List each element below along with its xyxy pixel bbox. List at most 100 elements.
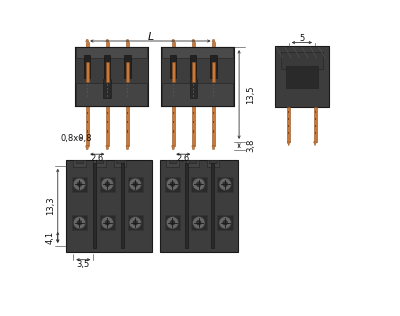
Bar	[104, 55, 110, 78]
Circle shape	[170, 182, 175, 186]
Circle shape	[196, 221, 201, 225]
Bar	[96, 160, 104, 163]
Bar	[212, 42, 215, 47]
Polygon shape	[126, 146, 129, 149]
Bar	[314, 118, 316, 120]
Bar	[193, 91, 194, 93]
Text: 2,6: 2,6	[177, 154, 190, 163]
Bar	[173, 84, 174, 86]
Bar	[86, 62, 89, 82]
Bar	[116, 160, 124, 163]
Bar	[100, 177, 115, 192]
Bar	[314, 132, 316, 134]
Bar	[287, 107, 290, 142]
Bar	[127, 130, 128, 133]
Text: 13,3: 13,3	[46, 197, 55, 215]
Bar	[160, 160, 238, 252]
Bar	[87, 121, 88, 123]
Circle shape	[129, 178, 142, 190]
Bar	[218, 215, 233, 230]
Bar	[166, 160, 179, 167]
Circle shape	[219, 216, 231, 229]
Bar	[172, 62, 175, 82]
Circle shape	[73, 178, 86, 190]
Polygon shape	[172, 146, 175, 149]
Bar	[189, 160, 196, 163]
Bar	[172, 106, 175, 146]
Polygon shape	[192, 40, 195, 42]
Bar	[107, 95, 108, 97]
Bar	[127, 121, 128, 123]
Circle shape	[219, 178, 231, 190]
Bar	[86, 42, 89, 47]
Bar	[193, 84, 194, 86]
Circle shape	[101, 216, 114, 229]
Polygon shape	[172, 40, 175, 42]
Bar	[165, 215, 180, 230]
Bar	[192, 106, 195, 146]
Bar	[212, 106, 215, 146]
Bar	[124, 55, 130, 78]
Bar	[275, 46, 329, 107]
Bar	[87, 95, 88, 97]
Circle shape	[166, 216, 179, 229]
Text: 2,6: 2,6	[91, 154, 104, 163]
Bar	[76, 160, 83, 163]
Bar	[288, 111, 289, 113]
Bar	[193, 130, 194, 133]
Bar	[213, 130, 214, 133]
Circle shape	[105, 182, 110, 186]
Circle shape	[223, 182, 228, 186]
Bar	[190, 55, 196, 78]
Bar	[72, 215, 87, 230]
Bar	[213, 91, 214, 93]
Bar	[314, 125, 316, 127]
Bar	[126, 42, 129, 47]
Bar	[127, 88, 128, 89]
Circle shape	[193, 216, 205, 229]
Polygon shape	[212, 146, 215, 149]
Bar	[107, 130, 108, 133]
Circle shape	[73, 216, 86, 229]
Bar	[173, 112, 174, 114]
Bar	[120, 163, 124, 248]
Bar	[213, 112, 214, 114]
Bar	[127, 84, 128, 86]
Circle shape	[105, 221, 110, 225]
Bar	[209, 160, 217, 163]
Bar	[107, 84, 108, 86]
Bar	[314, 111, 316, 113]
Bar	[84, 55, 90, 78]
Polygon shape	[287, 142, 290, 146]
Bar	[106, 42, 109, 47]
Bar	[218, 177, 233, 192]
Bar	[213, 121, 214, 123]
Bar	[186, 160, 199, 167]
Polygon shape	[314, 142, 317, 146]
Circle shape	[223, 221, 228, 225]
Text: 13,5: 13,5	[246, 85, 255, 104]
Bar	[192, 62, 195, 82]
Bar	[87, 88, 88, 89]
Bar	[94, 160, 106, 167]
Circle shape	[133, 221, 138, 225]
Text: 3,5: 3,5	[77, 260, 90, 269]
Polygon shape	[212, 40, 215, 42]
Bar	[87, 84, 88, 86]
Bar	[288, 125, 289, 127]
Bar	[170, 55, 176, 78]
Polygon shape	[86, 146, 89, 149]
Bar	[173, 121, 174, 123]
Bar	[288, 118, 289, 120]
Bar	[128, 215, 143, 230]
Polygon shape	[192, 146, 195, 149]
Bar	[193, 95, 194, 97]
Circle shape	[166, 178, 179, 190]
Bar	[126, 62, 129, 82]
Bar	[191, 177, 206, 192]
Bar	[73, 160, 86, 167]
Bar	[165, 177, 180, 192]
Bar	[114, 160, 126, 167]
Bar	[161, 47, 234, 106]
Circle shape	[193, 178, 205, 190]
